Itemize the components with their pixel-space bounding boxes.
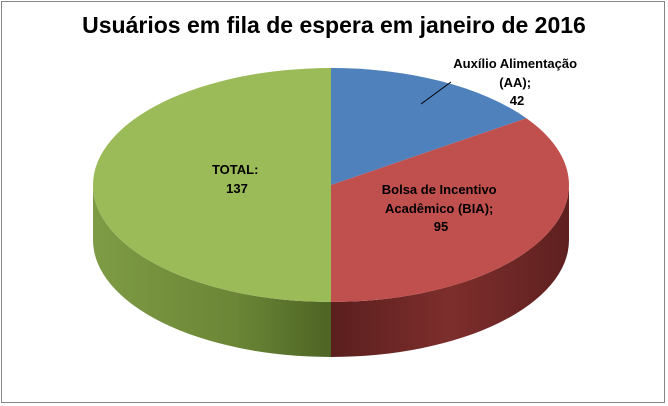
- pie-slice-1: [331, 118, 569, 302]
- chart-title: Usuários em fila de espera em janeiro de…: [82, 12, 586, 38]
- label-bia: Bolsa de Incentivo Acadêmico (BIA); 95: [382, 182, 501, 234]
- pie-side-2: [93, 185, 331, 357]
- pie-slice-2: [93, 68, 331, 302]
- label-total: TOTAL: 137: [212, 162, 262, 196]
- leader-line-aa: [420, 81, 452, 105]
- pie-side-1: [331, 185, 569, 357]
- label-aa: Auxílio Alimentação (AA); 42: [453, 56, 580, 108]
- pie-slice-0: [331, 68, 527, 185]
